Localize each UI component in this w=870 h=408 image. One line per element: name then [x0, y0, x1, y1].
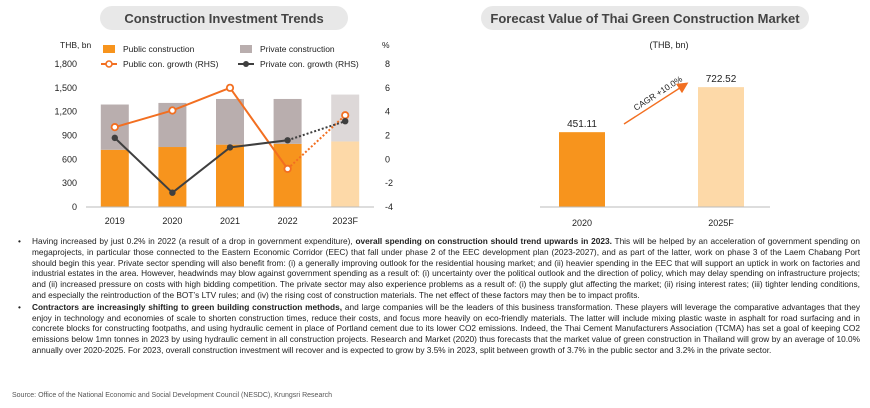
private-construction-bar: [216, 98, 244, 145]
y2-tick-label: 4: [385, 107, 390, 117]
y-tick-label: 300: [62, 178, 77, 188]
bar-value-label: 722.52: [706, 74, 737, 85]
left-axis-label: THB, bn: [60, 40, 91, 50]
private-growth-point: [342, 118, 349, 125]
private-construction-bar: [273, 98, 302, 144]
legend-swatch: [240, 45, 252, 53]
public-construction-bar: [273, 143, 302, 207]
bullet-text: and large companies will be the leaders …: [32, 301, 860, 355]
market-value-bar: [698, 87, 744, 207]
y-tick-label: 900: [62, 131, 77, 141]
y2-tick-label: -4: [385, 202, 393, 212]
legend-label: Private construction: [260, 44, 335, 54]
public-construction-bar: [331, 141, 360, 207]
bullet-paragraph: • Contractors are increasingly shifting …: [12, 302, 860, 356]
cagr-arrow: [623, 82, 689, 125]
right-axis-label: %: [382, 40, 390, 50]
right-chart-title: Forecast Value of Thai Green Constructio…: [481, 6, 809, 30]
bullet-text: This will be helped by an acceleration o…: [32, 236, 860, 300]
x-tick-label: 2022: [278, 216, 298, 226]
cagr-annotation: CAGR +10.0%: [632, 74, 685, 113]
bullet-icon: •: [18, 236, 21, 246]
green-construction-chart: (THB, bn) 451.11 2020 722.52 2025F CAGR +10.0…: [540, 40, 770, 228]
y-tick-label: 600: [62, 154, 77, 164]
market-value-bar: [559, 132, 605, 207]
x-tick-label: 2023F: [332, 216, 358, 226]
public-growth-point: [283, 164, 292, 173]
public-construction-bar: [158, 147, 187, 207]
y2-tick-label: 2: [385, 131, 390, 141]
y-tick-label: 1,200: [54, 107, 77, 117]
bar-value-label: 451.11: [567, 119, 597, 130]
bullet-paragraph: • Having increased by just 0.2% in 2022 …: [12, 236, 860, 301]
private-growth-point: [226, 144, 234, 151]
public-growth-point: [110, 123, 119, 132]
public-growth-forecast-line: [286, 114, 346, 170]
y-tick-label: 1,500: [54, 83, 77, 93]
public-growth-point: [168, 106, 177, 115]
legend-label: Private con. growth (RHS): [260, 59, 359, 69]
x-tick-label: 2021: [220, 216, 240, 226]
public-growth-point: [225, 83, 235, 92]
public-growth-point: [341, 111, 350, 120]
private-growth-point: [111, 134, 119, 142]
construction-investment-chart: THB, bn % 0 300 600 900 1,200 1,500 1,800 -4 -2 0 2 4…: [54, 40, 393, 226]
x-tick-label: 2019: [105, 216, 125, 226]
bullet-bold-text: overall spending on construction should …: [355, 236, 612, 246]
legend-swatch: [103, 45, 115, 53]
legend-swatch-marker: [105, 60, 113, 68]
y2-tick-label: -2: [385, 178, 393, 188]
public-construction-bar: [100, 149, 129, 207]
y2-tick-label: 6: [385, 83, 390, 93]
left-chart-title: Construction Investment Trends: [100, 6, 348, 30]
private-growth-line: [114, 137, 288, 195]
legend-label: Public construction: [123, 44, 195, 54]
bullet-bold-text: Contractors are increasingly shifting to…: [32, 301, 343, 312]
x-tick-label: 2025F: [708, 218, 734, 228]
x-tick-label: 2020: [572, 218, 592, 228]
y-tick-label: 0: [72, 202, 77, 212]
y2-tick-label: 8: [385, 59, 390, 69]
y-tick-label: 1,800: [54, 59, 77, 69]
legend-swatch-marker: [243, 61, 249, 67]
private-growth-point: [169, 189, 176, 196]
unit-label: (THB, bn): [649, 40, 688, 50]
private-growth-point: [284, 137, 291, 144]
y2-tick-label: 0: [385, 154, 390, 164]
legend-label: Public con. growth (RHS): [123, 59, 219, 69]
public-growth-line: [114, 86, 289, 170]
bullet-icon: •: [18, 301, 21, 312]
x-tick-label: 2020: [162, 216, 182, 226]
bullet-text: Having increased by just 0.2% in 2022 (a…: [32, 236, 356, 246]
source-note: Source: Office of the National Economic …: [12, 392, 333, 399]
commentary: • Having increased by just 0.2% in 2022 …: [12, 236, 860, 357]
